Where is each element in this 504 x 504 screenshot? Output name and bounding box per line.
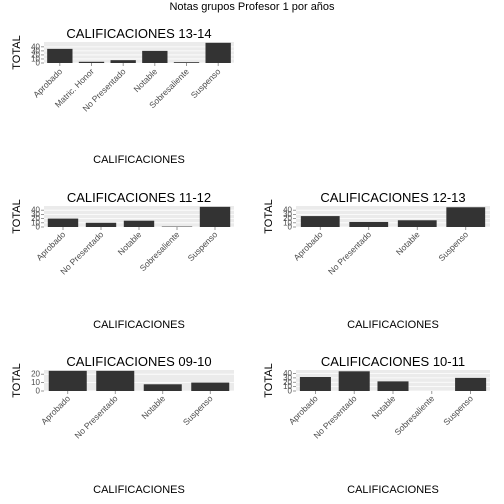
y-axis-title: TOTAL [263, 363, 275, 397]
x-tick-label: Aprobado [39, 393, 72, 426]
bar-suspenso [205, 42, 231, 63]
bar-notable [123, 220, 155, 227]
x-tick-label: Aprobado [292, 229, 325, 262]
x-tick-label: Notable [370, 393, 398, 421]
x-axis-title: CALIFICACIONES [347, 484, 439, 496]
y-tick-label: 0 [36, 59, 41, 68]
y-tick-label: 10 [283, 218, 292, 227]
y-tick-label: 10 [31, 378, 40, 387]
y-tick-label: 40 [283, 369, 292, 378]
bar-notable [142, 50, 168, 63]
x-axis-title: CALIFICACIONES [93, 319, 185, 331]
y-tick-label: 0 [288, 387, 293, 396]
x-tick-label: Suspenso [441, 393, 475, 427]
plot-background [44, 42, 234, 63]
y-tick-label: 40 [31, 42, 40, 51]
panel-title: CALIFICACIONES 13-14 [66, 26, 211, 41]
y-axis-title: TOTAL [11, 199, 23, 233]
panel-title: CALIFICACIONES 10-11 [321, 354, 465, 369]
y-tick-label: 0 [36, 387, 41, 396]
bar-suspenso [191, 382, 230, 391]
bar-notable [397, 220, 437, 227]
bar-suspenso [455, 377, 487, 391]
bar-no-presentado [96, 370, 135, 391]
chart-main-title: Notas grupos Profesor 1 por años [169, 1, 335, 13]
y-tick-label: 20 [283, 378, 292, 387]
x-axis-title: CALIFICACIONES [93, 484, 185, 496]
bar-no-presentado [349, 221, 389, 227]
bar-no-presentado [110, 60, 136, 63]
x-tick-label: Aprobado [287, 393, 320, 426]
y-tick-label: 0 [36, 223, 41, 232]
x-tick-label: Sobresaliente [392, 393, 436, 437]
bar-notable [377, 381, 409, 391]
x-tick-label: Notable [116, 229, 144, 257]
bar-no-presentado [338, 371, 370, 391]
x-tick-label: Suspenso [181, 393, 215, 427]
x-tick-label: Notable [131, 66, 159, 94]
x-axis-title: CALIFICACIONES [93, 154, 185, 166]
y-tick-label: 0 [288, 223, 293, 232]
x-tick-label: No Presentado [72, 393, 119, 440]
y-axis-title: TOTAL [263, 199, 275, 233]
y-tick-label: 40 [283, 206, 292, 215]
bar-notable [143, 384, 182, 391]
panel-title: CALIFICACIONES 11-12 [67, 190, 211, 205]
x-tick-label: No Presentado [326, 229, 373, 276]
y-tick-label: 30 [283, 373, 292, 382]
x-tick-label: Suspenso [436, 229, 470, 263]
y-tick-label: 10 [31, 54, 40, 63]
bar-no-presentado [85, 222, 117, 227]
y-tick-label: 30 [283, 210, 292, 219]
bar-aprobado [299, 377, 331, 391]
panel-title: CALIFICACIONES 09-10 [66, 354, 211, 369]
bar-matric-honor [78, 61, 105, 63]
y-tick-label: 20 [283, 214, 292, 223]
x-tick-label: Aprobado [34, 229, 67, 262]
y-tick-label: 20 [31, 214, 40, 223]
bar-aprobado [47, 48, 73, 63]
x-tick-label: Notable [139, 393, 167, 421]
plot-background [296, 206, 490, 227]
x-axis-title: CALIFICACIONES [347, 319, 439, 331]
x-tick-label: Suspenso [189, 66, 223, 100]
bar-aprobado [300, 216, 340, 227]
plot-background [44, 206, 234, 227]
x-tick-label: Sobresaliente [138, 229, 182, 273]
y-tick-label: 10 [283, 382, 292, 391]
plot-background [44, 370, 234, 391]
y-tick-label: 30 [31, 210, 40, 219]
y-axis-title: TOTAL [11, 363, 23, 397]
bar-aprobado [47, 218, 79, 227]
bar-sobresaliente [173, 62, 200, 63]
bar-suspenso [199, 206, 231, 227]
y-axis-title: TOTAL [11, 35, 23, 69]
y-tick-label: 20 [31, 50, 40, 59]
x-tick-label: Suspenso [186, 229, 220, 263]
bar-suspenso [446, 207, 486, 227]
y-tick-label: 30 [31, 46, 40, 55]
x-tick-label: Notable [394, 229, 422, 257]
panel-title: CALIFICACIONES 12-13 [320, 190, 465, 205]
y-tick-label: 20 [31, 370, 40, 379]
bar-aprobado [48, 370, 87, 391]
y-tick-label: 40 [31, 206, 40, 215]
y-tick-label: 10 [31, 218, 40, 227]
